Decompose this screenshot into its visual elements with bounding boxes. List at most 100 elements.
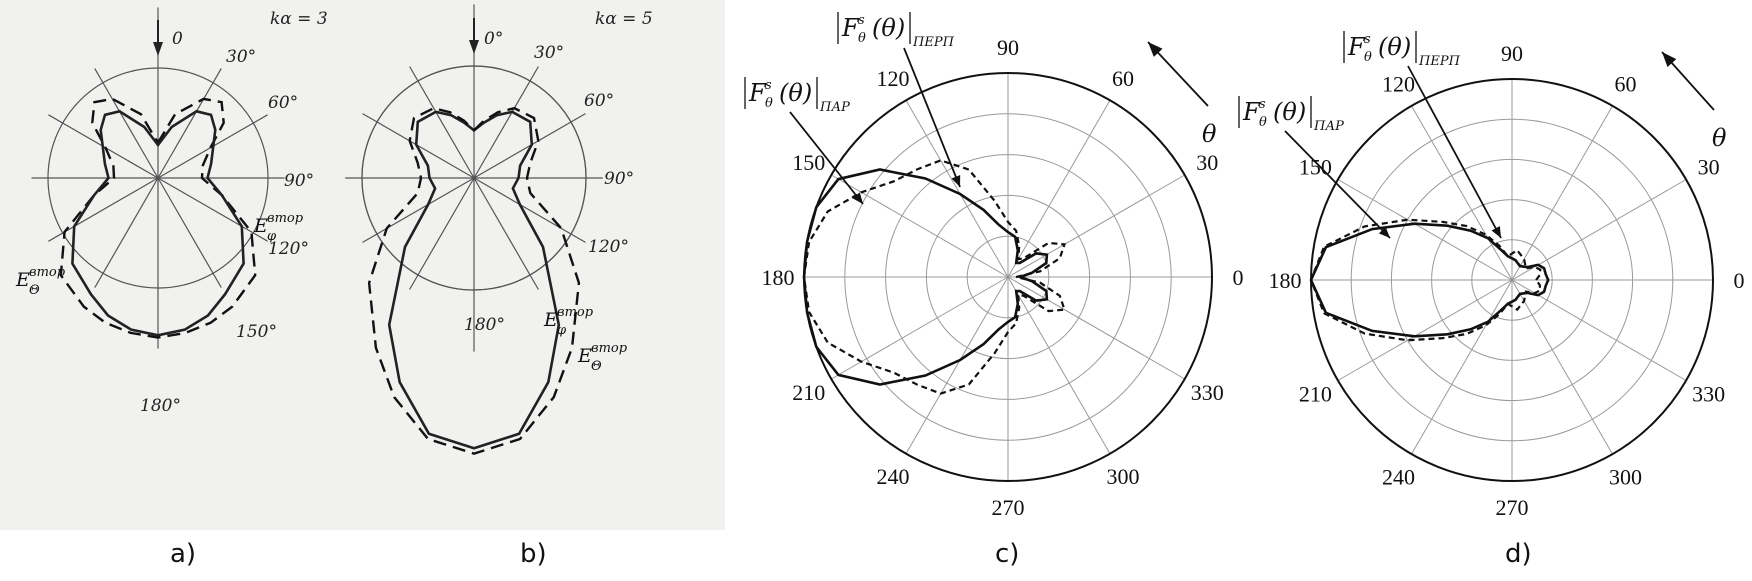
label-arg: (θ)	[779, 79, 812, 107]
grid-spoke	[831, 276, 1009, 380]
angle-tick-label: 60°	[268, 93, 298, 113]
grid-spoke	[1007, 276, 1111, 454]
angle-tick-label: 150	[792, 150, 825, 175]
grid-spoke	[473, 177, 539, 290]
angle-tick-label: 90°	[284, 171, 314, 191]
leader-line	[1284, 130, 1391, 239]
leader-line	[789, 111, 864, 205]
label-arg: (θ)	[1273, 98, 1306, 126]
angle-tick-label: 60°	[584, 91, 614, 111]
panel-b-header: kα = 5	[595, 9, 653, 29]
label-sub: φ	[267, 229, 277, 244]
series-e-phi-line	[387, 110, 561, 450]
angle-tick-label: 300	[1107, 464, 1140, 489]
grid-spoke	[831, 174, 1009, 278]
label-sup: втор	[29, 265, 66, 280]
label-e: E	[253, 215, 268, 237]
label-theta-sub: θ	[858, 31, 866, 46]
angle-tick-label: 120°	[588, 237, 629, 257]
panel-label-a: a)	[170, 539, 196, 569]
label-subscript: ПЕРП	[1418, 54, 1461, 69]
theta-symbol: θ	[1712, 124, 1727, 152]
label-f: F	[1347, 33, 1366, 61]
angle-tick-label: 210	[1299, 382, 1332, 407]
grid-spoke	[409, 177, 475, 290]
label-sup: s	[1259, 97, 1266, 112]
grid-spoke	[1337, 179, 1513, 281]
angle-tick-label: 150	[1299, 155, 1332, 180]
angle-tick-label: 30°	[226, 47, 256, 67]
leader-arrowhead	[1491, 226, 1501, 238]
grid-spoke	[94, 68, 159, 179]
label-theta-sub: θ	[1364, 50, 1372, 65]
theta-symbol: θ	[1202, 120, 1217, 148]
label-sup: втор	[267, 211, 304, 226]
angle-tick-label: 240	[877, 464, 910, 489]
panel-a-header: kα = 3	[270, 9, 328, 29]
grid-spoke	[473, 66, 539, 179]
grid-spoke	[1337, 279, 1513, 381]
grid-spoke	[409, 66, 475, 179]
angle-tick-label: 180°	[140, 396, 181, 416]
grid-spoke	[157, 177, 222, 288]
angle-tick-label: 30	[1698, 155, 1720, 180]
grid-spoke	[1411, 279, 1513, 455]
angle-tick-label: 90°	[604, 169, 634, 189]
panel-label-b: b)	[520, 539, 547, 569]
grid-spoke	[94, 177, 159, 288]
grid-spoke	[1411, 105, 1513, 281]
angle-tick-label: 120	[877, 66, 910, 91]
label-f: F	[841, 14, 860, 42]
series-e-theta-line	[367, 106, 581, 455]
label-sub: Θ	[591, 359, 602, 374]
grid-spoke	[1007, 100, 1111, 278]
grid-spoke	[905, 276, 1009, 454]
angle-tick-label: 0	[1233, 265, 1244, 290]
series-perp-line	[802, 159, 1066, 395]
grid-spoke	[1511, 279, 1613, 455]
label-sub: Θ	[29, 283, 40, 298]
series-perp-line	[1309, 218, 1542, 342]
angle-tick-label: 270	[1496, 495, 1529, 520]
direction-arrowhead	[1662, 52, 1677, 67]
label-sup: втор	[557, 305, 594, 320]
label-sub: φ	[557, 323, 567, 338]
grid-spoke	[1511, 279, 1687, 381]
angle-tick-label: 90	[997, 35, 1019, 60]
label-f: F	[1242, 98, 1261, 126]
angle-tick-label: 210	[792, 380, 825, 405]
leader-arrowhead	[1378, 226, 1390, 238]
label-arg: (θ)	[872, 14, 905, 42]
label-f: F	[748, 79, 767, 107]
label-sup: s	[1364, 32, 1371, 47]
angle-tick-label: 90	[1501, 41, 1523, 66]
label-subscript: ПАР	[819, 100, 850, 115]
label-sup: s	[765, 78, 772, 93]
grid-spoke	[1007, 276, 1185, 380]
angle-tick-label: 0	[1734, 268, 1745, 293]
angle-tick-label: 330	[1692, 382, 1725, 407]
angle-tick-label: 300	[1609, 465, 1642, 490]
incidence-arrowhead	[469, 40, 479, 54]
angle-tick-label: 0°	[484, 29, 503, 49]
angle-tick-label: 180	[1269, 268, 1302, 293]
leader-line	[1407, 65, 1502, 239]
label-theta-sub: θ	[765, 96, 773, 111]
leader-line	[903, 47, 961, 188]
angle-tick-label: 30	[1196, 150, 1218, 175]
label-sup: s	[858, 13, 865, 28]
direction-arrowhead	[1148, 42, 1163, 57]
scan-background	[0, 0, 725, 530]
panel-label-c: c)	[995, 539, 1019, 569]
label-arg: (θ)	[1378, 33, 1411, 61]
